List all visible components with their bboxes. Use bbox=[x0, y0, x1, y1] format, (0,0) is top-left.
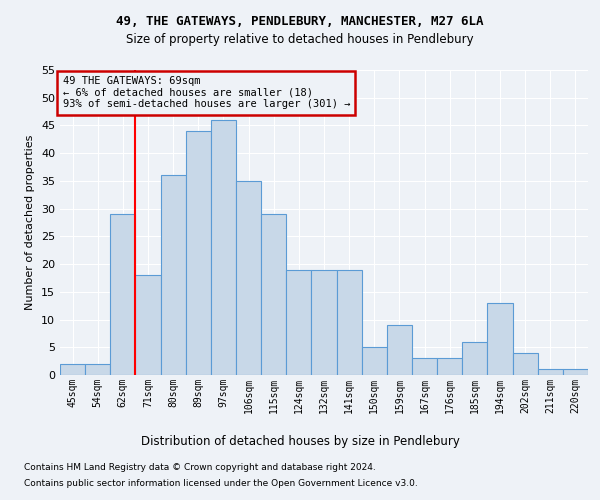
Bar bbox=[136, 275, 161, 375]
Text: Size of property relative to detached houses in Pendlebury: Size of property relative to detached ho… bbox=[126, 32, 474, 46]
Bar bbox=[186, 131, 211, 375]
Bar bbox=[161, 176, 186, 375]
Y-axis label: Number of detached properties: Number of detached properties bbox=[25, 135, 35, 310]
Bar bbox=[563, 370, 588, 375]
Bar bbox=[538, 370, 563, 375]
Text: Contains HM Land Registry data © Crown copyright and database right 2024.: Contains HM Land Registry data © Crown c… bbox=[24, 464, 376, 472]
Bar bbox=[337, 270, 362, 375]
Bar bbox=[110, 214, 136, 375]
Bar bbox=[286, 270, 311, 375]
Text: Distribution of detached houses by size in Pendlebury: Distribution of detached houses by size … bbox=[140, 435, 460, 448]
Bar bbox=[487, 303, 512, 375]
Bar bbox=[85, 364, 110, 375]
Text: 49 THE GATEWAYS: 69sqm
← 6% of detached houses are smaller (18)
93% of semi-deta: 49 THE GATEWAYS: 69sqm ← 6% of detached … bbox=[62, 76, 350, 110]
Bar bbox=[512, 353, 538, 375]
Bar bbox=[412, 358, 437, 375]
Bar bbox=[60, 364, 85, 375]
Bar bbox=[462, 342, 487, 375]
Bar bbox=[362, 348, 387, 375]
Bar bbox=[261, 214, 286, 375]
Bar bbox=[311, 270, 337, 375]
Bar bbox=[437, 358, 462, 375]
Bar bbox=[236, 181, 261, 375]
Bar bbox=[387, 325, 412, 375]
Text: Contains public sector information licensed under the Open Government Licence v3: Contains public sector information licen… bbox=[24, 478, 418, 488]
Bar bbox=[211, 120, 236, 375]
Text: 49, THE GATEWAYS, PENDLEBURY, MANCHESTER, M27 6LA: 49, THE GATEWAYS, PENDLEBURY, MANCHESTER… bbox=[116, 15, 484, 28]
